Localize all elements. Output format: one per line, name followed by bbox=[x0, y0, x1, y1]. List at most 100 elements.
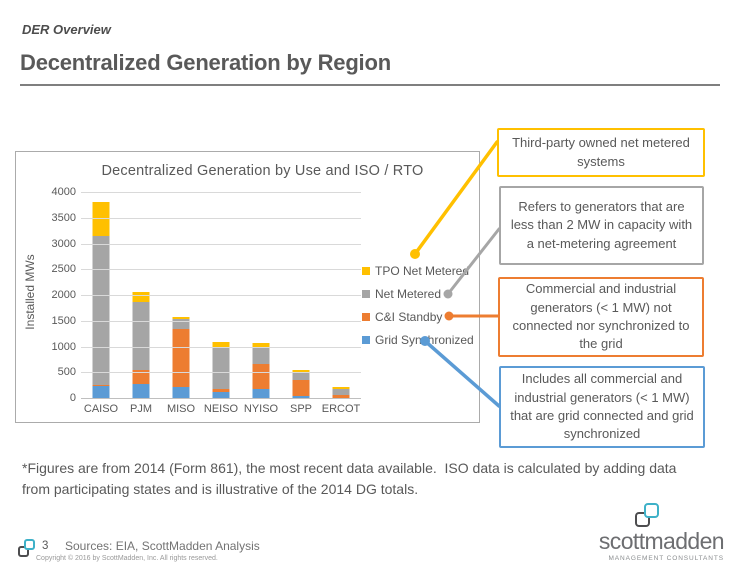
legend-item: Grid Synchronized bbox=[362, 333, 474, 348]
stacked-bar-neiso bbox=[212, 341, 230, 398]
bar-segment bbox=[132, 384, 150, 398]
scottmadden-mark-icon bbox=[18, 539, 38, 559]
callout-text: Refers to generators that are less than … bbox=[510, 198, 693, 251]
legend-label: C&I Standby bbox=[375, 310, 443, 325]
bar-segment bbox=[212, 347, 230, 390]
bar-segment bbox=[132, 301, 150, 370]
y-tick-label: 3000 bbox=[51, 237, 76, 250]
legend-swatch bbox=[362, 313, 370, 322]
bar-slot bbox=[281, 192, 321, 398]
bar-segment bbox=[332, 394, 350, 398]
gridline bbox=[81, 398, 361, 399]
bar-segment bbox=[212, 389, 230, 392]
bar-segment bbox=[332, 397, 350, 398]
bar-segment bbox=[252, 388, 270, 398]
bar-slot bbox=[321, 192, 361, 398]
bar-segment bbox=[172, 316, 190, 320]
x-tick-label: PJM bbox=[130, 403, 152, 415]
legend-item: TPO Net Metered bbox=[362, 264, 474, 279]
y-tick-label: 1000 bbox=[51, 340, 76, 353]
legend-label: TPO Net Metered bbox=[375, 264, 470, 279]
plot-area bbox=[81, 192, 361, 399]
bar-segment bbox=[92, 235, 110, 385]
x-tick-label: NYISO bbox=[243, 403, 279, 415]
logo-teal-square bbox=[644, 503, 659, 518]
bar-segment bbox=[332, 387, 350, 389]
x-tick-label: ERCOT bbox=[321, 403, 361, 415]
x-tick-label: MISO bbox=[166, 403, 196, 415]
stacked-bar-ercot bbox=[332, 387, 350, 398]
bar-slot bbox=[201, 192, 241, 398]
y-axis-title: Installed MWs bbox=[23, 254, 37, 330]
bar-segment bbox=[212, 341, 230, 348]
bar-segment bbox=[212, 391, 230, 398]
bar-slot bbox=[121, 192, 161, 398]
stacked-bar-spp bbox=[292, 370, 310, 398]
y-tick-label: 2500 bbox=[51, 263, 76, 276]
page-number: 3 bbox=[42, 540, 49, 552]
chart-container: Decentralized Generation by Use and ISO … bbox=[15, 151, 480, 423]
bar-segment bbox=[292, 373, 310, 381]
title-divider bbox=[20, 84, 720, 86]
stacked-bar-pjm bbox=[132, 292, 150, 398]
bar-segment bbox=[92, 384, 110, 387]
sources-line: Sources: EIA, ScottMadden Analysis bbox=[65, 539, 260, 553]
bar-segment bbox=[172, 319, 190, 329]
logo-dark-square bbox=[18, 546, 29, 557]
gridline bbox=[81, 320, 361, 322]
callout-tpo-net-metered: Third-party owned net metered systems bbox=[497, 128, 705, 177]
legend-swatch bbox=[362, 290, 370, 299]
y-tick-label: 1500 bbox=[51, 314, 76, 327]
gridline bbox=[81, 243, 361, 245]
legend-swatch bbox=[362, 336, 370, 345]
legend-item: C&I Standby bbox=[362, 310, 474, 325]
bar-slot bbox=[241, 192, 281, 398]
bar-segment bbox=[252, 347, 270, 365]
legend-item: Net Metered bbox=[362, 287, 474, 302]
callout-text: Commercial and industrial generators (< … bbox=[512, 281, 690, 352]
bar-segment bbox=[292, 370, 310, 374]
bar-segment bbox=[172, 329, 190, 387]
gridline bbox=[81, 269, 361, 271]
x-tick-label: NEISO bbox=[203, 403, 239, 415]
scottmadden-mark-icon bbox=[635, 503, 662, 529]
callout-ci-standby: Commercial and industrial generators (< … bbox=[498, 277, 704, 357]
gridline bbox=[81, 192, 361, 193]
y-tick-label: 500 bbox=[57, 366, 76, 379]
y-tick-label: 3500 bbox=[51, 211, 76, 224]
bar-segment bbox=[332, 388, 350, 395]
gridline bbox=[81, 217, 361, 219]
legend-label: Net Metered bbox=[375, 287, 442, 302]
section-eyebrow: DER Overview bbox=[22, 22, 111, 37]
logo-teal-square bbox=[24, 539, 35, 550]
legend-label: Grid Synchronized bbox=[375, 333, 474, 348]
bar-segment bbox=[92, 386, 110, 398]
chart-title: Decentralized Generation by Use and ISO … bbox=[101, 163, 424, 179]
bar-segment bbox=[172, 386, 190, 398]
bar-segment bbox=[92, 202, 110, 236]
page-title: Decentralized Generation by Region bbox=[20, 50, 391, 75]
callout-grid-synchronized: Includes all commercial and industrial g… bbox=[499, 366, 705, 448]
stacked-bar-miso bbox=[172, 316, 190, 398]
footnote: *Figures are from 2014 (Form 861), the m… bbox=[22, 460, 681, 497]
bar-segment bbox=[252, 343, 270, 348]
bar-segment bbox=[292, 380, 310, 397]
callout-text: Third-party owned net metered systems bbox=[512, 135, 690, 169]
x-tick-label: SPP bbox=[289, 403, 312, 415]
gridline bbox=[81, 295, 361, 296]
bar-segment bbox=[252, 364, 270, 389]
y-tick-label: 2000 bbox=[51, 289, 76, 301]
callout-text: Includes all commercial and industrial g… bbox=[510, 371, 694, 442]
bar-segment bbox=[292, 396, 310, 398]
stacked-bar-nyiso bbox=[252, 343, 270, 398]
stacked-bar-caiso bbox=[92, 202, 110, 398]
y-tick-label: 0 bbox=[69, 392, 76, 404]
x-tick-label: CAISO bbox=[83, 403, 119, 415]
logo-wordmark: scottmadden bbox=[598, 528, 725, 554]
y-axis-ticks: 0 500 1000 1500 2000 2500 3000 3500 4000 bbox=[36, 186, 76, 404]
callout-net-metered: Refers to generators that are less than … bbox=[499, 186, 704, 265]
x-axis-labels: CAISO PJM MISO NEISO NYISO SPP ERCOT bbox=[81, 403, 361, 415]
chart-legend: TPO Net Metered Net Metered C&I Standby Gri… bbox=[362, 264, 474, 348]
gridline bbox=[81, 372, 361, 374]
